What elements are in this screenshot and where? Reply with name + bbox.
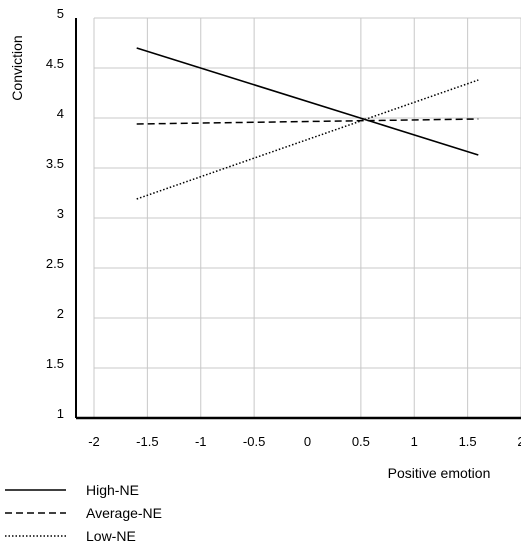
- x-tick-label: 1.5: [459, 434, 477, 449]
- legend-label: High-NE: [86, 482, 139, 498]
- series-line-low-ne: [136, 79, 479, 200]
- tick-labels: -2 -1.5 -1 -0.5 0 0.5 1 1.5 2 1 1.5 2 2.5 3 3.5 4 4.5 5: [46, 6, 521, 449]
- x-tick-label: -0.5: [243, 434, 265, 449]
- x-tick-label: -2: [88, 434, 100, 449]
- x-tick-label: 0.5: [352, 434, 370, 449]
- x-tick-label: 0: [304, 434, 311, 449]
- x-tick-label: 2: [517, 434, 521, 449]
- axes: [75, 18, 521, 420]
- y-tick-label: 4.5: [46, 56, 64, 71]
- x-tick-label: -1: [195, 434, 207, 449]
- y-tick-label: 5: [57, 6, 64, 21]
- y-tick-label: 4: [57, 106, 64, 121]
- legend: High-NE Average-NE Low-NE: [5, 482, 162, 544]
- y-tick-label: 2: [57, 306, 64, 321]
- y-tick-label: 3: [57, 206, 64, 221]
- x-tick-label: 1: [411, 434, 418, 449]
- y-tick-label: 2.5: [46, 256, 64, 271]
- series-line-average-ne: [136, 118, 479, 125]
- legend-label: Low-NE: [86, 528, 136, 544]
- y-axis-title: Conviction: [9, 35, 25, 100]
- x-tick-label: -1.5: [136, 434, 158, 449]
- x-axis-title: Positive emotion: [388, 465, 491, 481]
- y-tick-label: 1.5: [46, 356, 64, 371]
- y-tick-label: 3.5: [46, 156, 64, 171]
- y-tick-label: 1: [57, 406, 64, 421]
- gridlines: [93, 17, 521, 418]
- series-line-high-ne: [136, 47, 479, 156]
- series-lines: [136, 47, 479, 200]
- legend-label: Average-NE: [86, 505, 162, 521]
